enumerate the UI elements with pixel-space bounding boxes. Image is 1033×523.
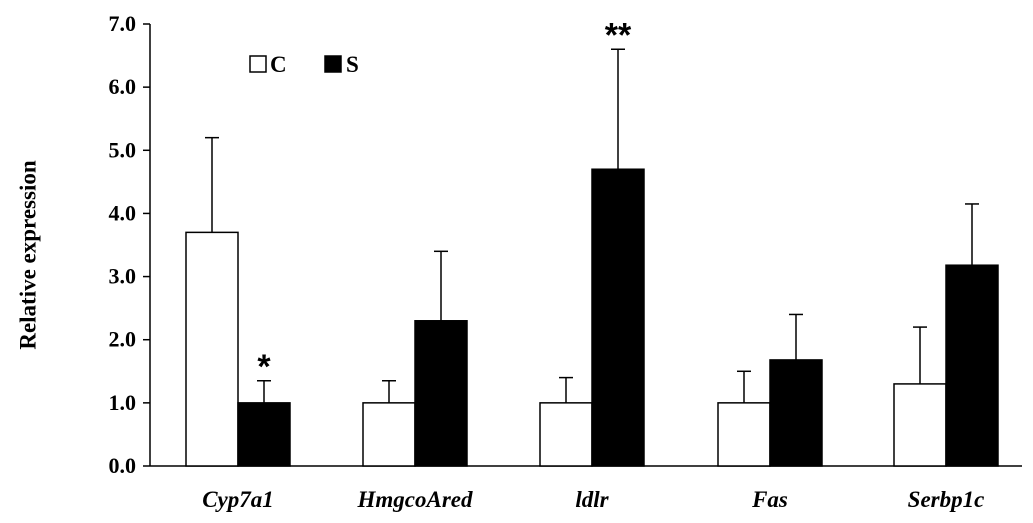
x-tick-label: Serbp1c: [908, 487, 985, 512]
bar-s-hmgcoared: [414, 320, 468, 467]
y-tick-label: 6.0: [109, 74, 137, 99]
y-tick-label: 4.0: [109, 200, 137, 225]
bar-s-cyp7a1: [237, 402, 291, 467]
significance-marks: ***: [257, 16, 632, 386]
x-axis-labels: Cyp7a1 HmgcoAred ldlr Fas Serbp1c: [202, 487, 984, 512]
x-tick-label: Cyp7a1: [202, 487, 274, 512]
y-tick-label: 1.0: [109, 390, 137, 415]
x-tick-label: HmgcoAred: [357, 487, 473, 512]
y-tick-label: 7.0: [109, 11, 137, 36]
bar-c-ldlr: [539, 402, 593, 467]
y-tick-label: 3.0: [109, 264, 137, 289]
x-tick-label: ldlr: [575, 487, 609, 512]
y-axis-ticks: 0.0 1.0 2.0 3.0 4.0 5.0 6.0 7.0: [109, 11, 150, 478]
y-tick-label: 5.0: [109, 137, 137, 162]
legend-label-c: C: [270, 52, 287, 77]
legend-swatch-s: [324, 55, 342, 73]
bar-c-serbp1c: [893, 383, 947, 467]
bars: [185, 48, 999, 467]
bar-s-ldlr: [591, 168, 645, 467]
bar-c-cyp7a1: [185, 231, 239, 467]
legend: C S: [249, 52, 359, 77]
y-tick-label: 0.0: [109, 453, 137, 478]
significance-mark: *: [257, 348, 271, 386]
x-tick-label: Fas: [751, 487, 788, 512]
y-tick-label: 2.0: [109, 327, 137, 352]
legend-label-s: S: [346, 52, 359, 77]
legend-swatch-c: [249, 55, 267, 73]
bar-s-fas: [769, 359, 823, 467]
bar-c-hmgcoared: [362, 402, 416, 467]
bar-c-fas: [717, 402, 771, 467]
y-axis-title: Relative expression: [15, 160, 40, 350]
axes: [149, 24, 1022, 467]
bar-s-serbp1c: [945, 264, 999, 467]
significance-mark: **: [605, 16, 632, 54]
